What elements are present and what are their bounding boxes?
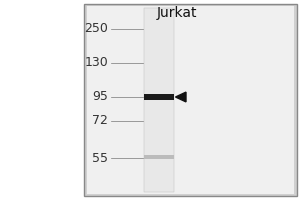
Bar	[144, 94, 174, 100]
Bar	[87, 6, 294, 194]
Bar	[144, 155, 174, 159]
Text: 250: 250	[84, 22, 108, 36]
Text: 55: 55	[92, 152, 108, 164]
Bar	[84, 4, 297, 196]
Polygon shape	[176, 92, 186, 102]
Text: Jurkat: Jurkat	[157, 6, 197, 20]
Text: 72: 72	[92, 114, 108, 128]
Bar	[144, 8, 174, 192]
Text: 130: 130	[84, 56, 108, 70]
Text: 95: 95	[92, 90, 108, 104]
